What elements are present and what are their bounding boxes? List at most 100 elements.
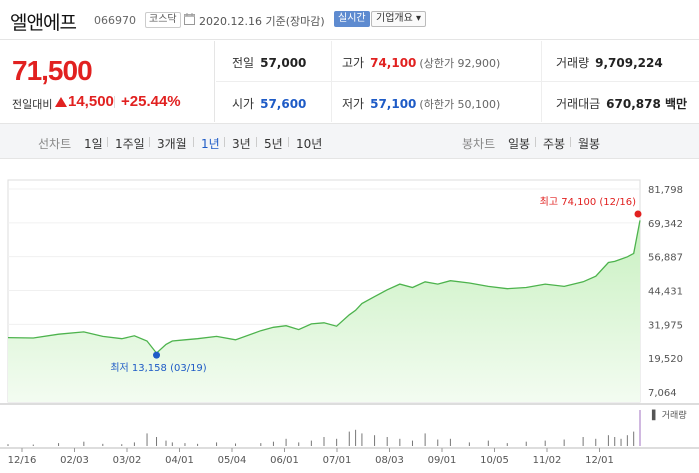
low-cell: 저가 57,100 (하한가 50,100) [342, 95, 500, 112]
prev-close-value: 57,000 [260, 56, 307, 70]
x-tick-label: 12/01 [585, 455, 614, 466]
price-chart[interactable]: 81,798 69,342 56,887 44,431 31,975 19,520 7,06… [0, 160, 699, 473]
min-label: 최저 13,158 (03/19) [110, 362, 206, 374]
period-1y[interactable]: 1년 [201, 137, 220, 151]
volume-bar [32, 444, 34, 446]
price-stats: 전일 57,000 고가 74,100 (상한가 92,900) 거래량 9,709,2… [216, 41, 699, 122]
x-tick-label: 11/02 [533, 455, 562, 466]
y-tick-label: 56,887 [648, 253, 683, 264]
volume-bar [121, 444, 123, 446]
low-value: 57,100 [370, 97, 417, 111]
volume-label: 거래량 [556, 56, 590, 70]
x-tick-label: 05/04 [218, 455, 247, 466]
min-point-marker [153, 351, 161, 359]
x-tick-label: 07/01 [323, 455, 352, 466]
volume-bar [386, 437, 388, 446]
high-cell: 고가 74,100 (상한가 92,900) [342, 54, 500, 71]
volume-bar [235, 443, 237, 446]
volume-bar [348, 431, 350, 446]
volume-bar [260, 443, 262, 446]
calendar-icon [184, 13, 195, 25]
period-10y[interactable]: 10년 [296, 137, 323, 151]
volume-bar [487, 440, 489, 446]
x-tick-label: 12/16 [8, 455, 37, 466]
high-label: 고가 [342, 56, 365, 70]
x-tick-label: 06/01 [270, 455, 299, 466]
stats-row: 시가 57,600 저가 57,100 (하한가 50,100) 거래대금 670,87… [216, 81, 699, 121]
volume-bar [355, 429, 357, 446]
volume-bar [411, 440, 413, 446]
volume-bar [614, 437, 616, 446]
line-chart-label: 선차트 [38, 137, 72, 151]
open-cell: 시가 57,600 [232, 95, 306, 112]
max-point-marker [634, 210, 642, 218]
volume-bar [424, 433, 426, 446]
volume-bar [323, 437, 325, 446]
volume-bar [468, 442, 470, 446]
y-tick-label: 19,520 [648, 354, 683, 365]
volume-value: 9,709,224 [595, 56, 663, 70]
volume-bar [639, 410, 641, 446]
company-overview-dropdown[interactable]: 기업개요 ▾ [371, 11, 426, 27]
volume-bar [83, 441, 85, 446]
period-1w[interactable]: 1주일 [115, 137, 145, 151]
candle-monthly[interactable]: 월봉 [578, 137, 601, 151]
prev-close-label: 전일 [232, 56, 255, 70]
stock-name[interactable]: 엘앤에프 [10, 12, 77, 34]
volume-bar [595, 438, 597, 446]
volume-bar [437, 439, 439, 446]
price-area [8, 220, 640, 402]
stats-row: 전일 57,000 고가 74,100 (상한가 92,900) 거래량 9,709,2… [216, 41, 699, 81]
volume-bar [361, 433, 363, 446]
volume-bar [449, 438, 451, 446]
change-label: 전일대비 [12, 98, 53, 111]
volume-bar [544, 440, 546, 446]
candle-daily[interactable]: 일봉 [508, 137, 531, 151]
price-summary: 71,500 전일대비 14,500 +25.44% [0, 41, 215, 122]
period-5y[interactable]: 5년 [264, 137, 283, 151]
volume-bar [633, 431, 635, 446]
volume-bar [184, 443, 186, 446]
volume-bar [171, 442, 173, 446]
realtime-button[interactable]: 실시간 [334, 11, 370, 27]
y-tick-label: 7,064 [648, 388, 677, 399]
volume-bar [336, 438, 338, 446]
candle-weekly[interactable]: 주봉 [543, 137, 566, 151]
prev-close-cell: 전일 57,000 [232, 54, 306, 71]
period-selector-bar: 선차트 1일 1주일 3개월 1년 3년 5년 10년 봉차트 일봉 주봉 월봉 [0, 123, 699, 159]
volume-bar [133, 442, 135, 446]
period-1d[interactable]: 1일 [84, 137, 103, 151]
volume-bar [626, 435, 628, 446]
period-3y[interactable]: 3년 [232, 137, 251, 151]
lower-limit: (하한가 50,100) [419, 98, 501, 111]
x-tick-label: 10/05 [480, 455, 509, 466]
x-tick-label: 08/03 [375, 455, 404, 466]
volume-bar [620, 438, 622, 446]
volume-bar [374, 435, 376, 446]
x-tick-label: 09/01 [428, 455, 457, 466]
x-tick-label: 02/03 [60, 455, 89, 466]
y-tick-label: 44,431 [648, 287, 683, 298]
reference-date: 2020.12.16 기준(장마감) [199, 15, 325, 28]
volume-bar [506, 443, 508, 446]
volume-bar [563, 439, 565, 446]
volume-bar [216, 442, 218, 446]
x-tick-label: 04/01 [165, 455, 194, 466]
high-value: 74,100 [370, 56, 417, 70]
y-tick-label: 31,975 [648, 320, 683, 331]
price-line [7, 220, 641, 355]
amount-cell: 거래대금 670,878 백만 [556, 95, 687, 112]
chart-canvas[interactable]: 81,798 69,342 56,887 44,431 31,975 19,520 7,06… [0, 160, 699, 473]
amount-label: 거래대금 [556, 97, 601, 111]
volume-legend: ▌ 거래량 [651, 409, 687, 421]
volume-bar [285, 438, 287, 446]
max-label: 최고 74,100 (12/16) [540, 196, 636, 208]
amount-value: 670,878 백만 [606, 97, 688, 111]
price-change: 14,500 [68, 93, 114, 110]
divider [114, 96, 115, 108]
x-tick-label: 03/02 [113, 455, 142, 466]
period-3m[interactable]: 3개월 [157, 137, 187, 151]
volume-bar [582, 437, 584, 446]
market-badge: 코스닥 [145, 12, 181, 28]
price-change-percent: +25.44% [121, 93, 181, 110]
